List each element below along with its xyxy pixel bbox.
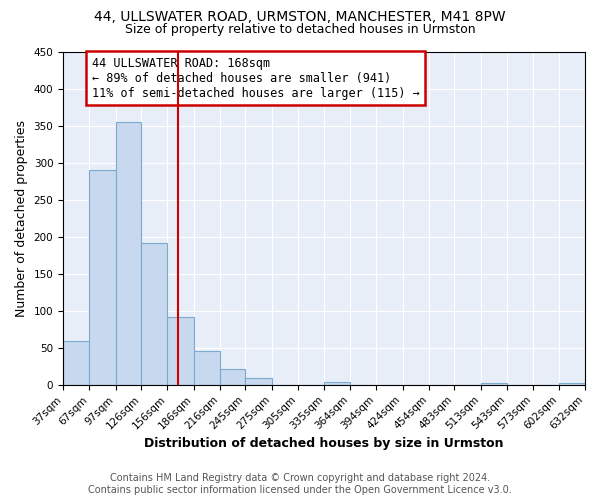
Bar [89, 170, 116, 385]
Bar [63, 341, 89, 385]
Bar [325, 382, 350, 385]
Text: Size of property relative to detached houses in Urmston: Size of property relative to detached ho… [125, 22, 475, 36]
Bar [194, 351, 220, 385]
Text: 44 ULLSWATER ROAD: 168sqm
← 89% of detached houses are smaller (941)
11% of semi: 44 ULLSWATER ROAD: 168sqm ← 89% of detac… [92, 56, 419, 100]
Bar [167, 318, 194, 385]
Bar [220, 370, 245, 385]
X-axis label: Distribution of detached houses by size in Urmston: Distribution of detached houses by size … [144, 437, 504, 450]
Bar [141, 242, 167, 385]
Bar [481, 382, 507, 385]
Bar [559, 382, 585, 385]
Bar [116, 122, 141, 385]
Y-axis label: Number of detached properties: Number of detached properties [15, 120, 28, 316]
Text: Contains HM Land Registry data © Crown copyright and database right 2024.
Contai: Contains HM Land Registry data © Crown c… [88, 474, 512, 495]
Text: 44, ULLSWATER ROAD, URMSTON, MANCHESTER, M41 8PW: 44, ULLSWATER ROAD, URMSTON, MANCHESTER,… [94, 10, 506, 24]
Bar [245, 378, 272, 385]
